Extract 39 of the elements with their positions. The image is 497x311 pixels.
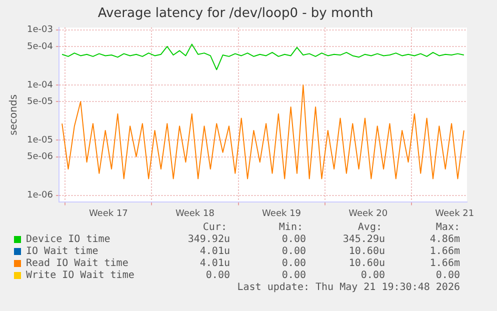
text: 0.00 (282, 234, 306, 245)
text: 345.29u (342, 234, 385, 245)
x-tick-label: Week 20 (348, 208, 388, 219)
text: 0.00 (360, 270, 385, 281)
legend-label: Read IO Wait time (26, 258, 128, 269)
y-tick-label: 5e-05 (26, 96, 53, 107)
chart-title: Average latency for /dev/loop0 - by month (98, 6, 374, 22)
text: 0.00 (282, 270, 306, 281)
y-tick-label: 1e-04 (26, 80, 54, 90)
x-tick-label: Week 19 (262, 208, 302, 219)
text: 4.01u (200, 246, 230, 257)
y-axis-title: seconds (8, 94, 20, 136)
text: Cur: (202, 222, 227, 233)
text: 4.01u (200, 258, 230, 269)
text: 0.00 (282, 258, 306, 269)
text: Avg: (358, 222, 382, 233)
y-tick-label: 5e-06 (26, 152, 54, 162)
text: 0.00 (206, 270, 230, 281)
text: 0.00 (436, 270, 460, 281)
legend-label: Device IO time (26, 234, 110, 245)
text: 10.60u (348, 246, 385, 257)
legend-label: Write IO Wait time (26, 270, 134, 281)
y-tick-label: 5e-04 (26, 42, 54, 52)
x-tick-label: Week 18 (175, 208, 215, 219)
text: Last update: Thu May 21 19:30:48 2026 (237, 282, 460, 293)
text: 349.92u (188, 234, 230, 245)
text: 1.66m (430, 246, 460, 257)
text: 10.60u (348, 258, 385, 269)
text: Min: (278, 222, 303, 233)
y-tick-label: 1e-03 (26, 25, 53, 36)
text: 0.00 (282, 246, 306, 257)
text: 1.66m (430, 258, 460, 269)
legend-label: IO Wait time (26, 246, 98, 257)
text: Max: (436, 222, 460, 233)
x-tick-label: Week 17 (88, 208, 128, 219)
x-tick-label: Week 21 (435, 208, 474, 219)
text: 4.86m (430, 234, 460, 245)
y-tick-label: 1e-05 (26, 136, 53, 146)
y-tick-label: 1e-06 (26, 190, 54, 201)
